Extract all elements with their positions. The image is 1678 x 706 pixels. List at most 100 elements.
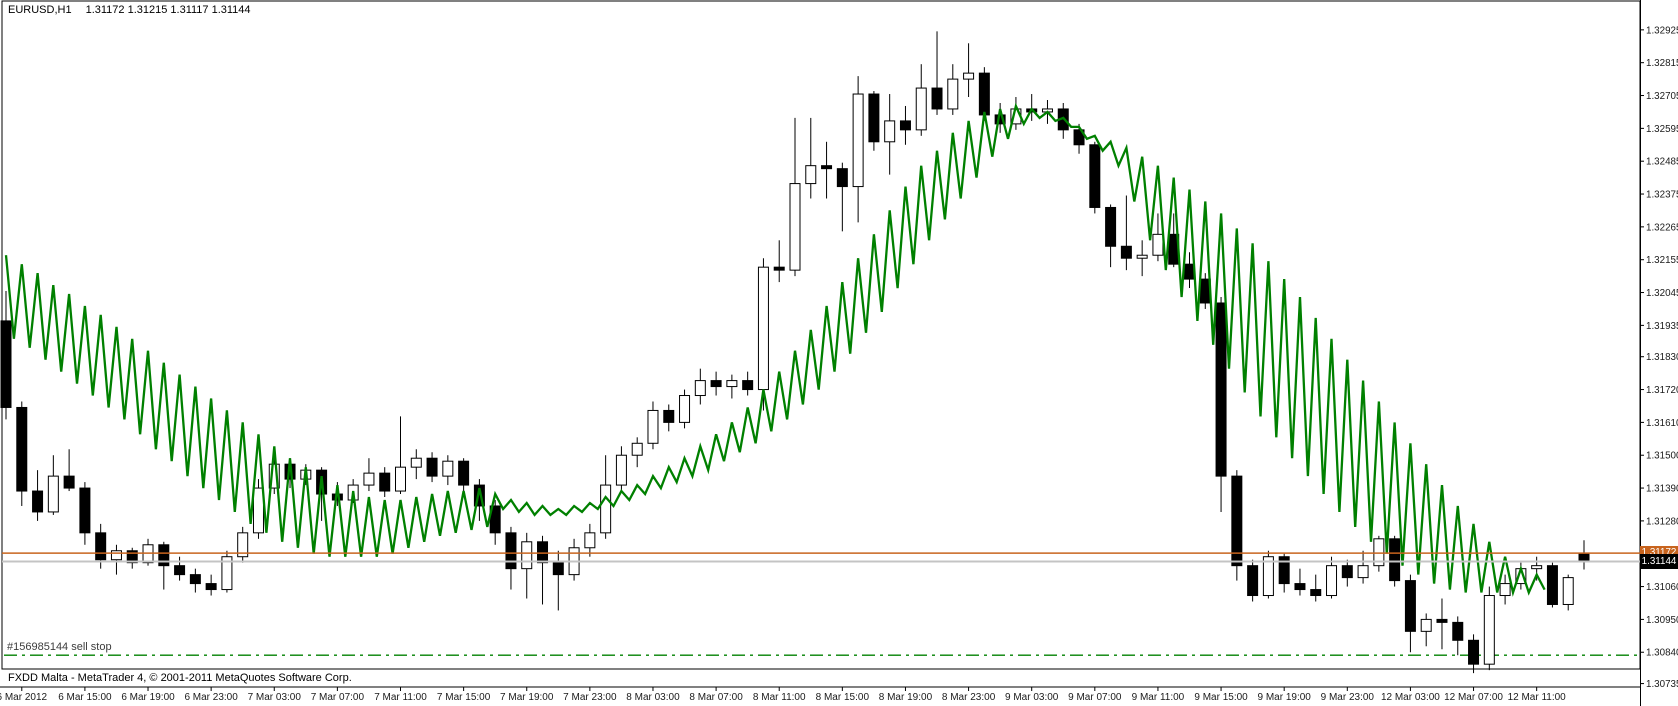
- time-axis-label[interactable]: 8 Mar 15:00: [816, 692, 870, 703]
- candle-body: [1452, 621, 1464, 641]
- time-axis-label[interactable]: 9 Mar 03:00: [1005, 692, 1059, 703]
- candle-body: [899, 120, 911, 131]
- price-axis-label[interactable]: 1.32265: [1646, 222, 1678, 233]
- time-axis-label[interactable]: 6 Mar 15:00: [58, 692, 112, 703]
- candle-body: [789, 183, 801, 271]
- candle-body: [47, 475, 59, 513]
- candle-body: [552, 562, 564, 576]
- time-axis-label[interactable]: 8 Mar 07:00: [689, 692, 743, 703]
- time-axis-label[interactable]: 12 Mar 07:00: [1444, 692, 1503, 703]
- candle-body: [158, 544, 170, 567]
- price-axis-label[interactable]: 1.30735: [1646, 679, 1678, 690]
- candle-body: [537, 541, 549, 564]
- price-axis-label[interactable]: 1.31830: [1646, 352, 1678, 363]
- price-axis-label[interactable]: 1.31935: [1646, 321, 1678, 332]
- candle-body: [615, 454, 627, 486]
- candle-body: [395, 466, 406, 492]
- candle-body: [1357, 565, 1369, 579]
- candle-body: [189, 574, 201, 585]
- candle-body: [1136, 254, 1148, 259]
- time-axis-label[interactable]: 8 Mar 11:00: [753, 692, 806, 703]
- candle-body: [805, 165, 817, 185]
- candle-body: [852, 93, 864, 188]
- time-axis-label[interactable]: 7 Mar 03:00: [248, 692, 302, 703]
- time-axis-label[interactable]: 9 Mar 19:00: [1257, 692, 1311, 703]
- candle-body: [679, 395, 691, 423]
- candle-body: [1310, 589, 1322, 597]
- candle-body: [726, 380, 738, 388]
- price-axis-label[interactable]: 1.32155: [1646, 255, 1678, 266]
- time-axis-label[interactable]: 7 Mar 11:00: [374, 692, 427, 703]
- candle-body: [1215, 302, 1227, 477]
- candle-body: [237, 532, 249, 558]
- candle-body: [1326, 565, 1338, 597]
- price-axis-label[interactable]: 1.32045: [1646, 288, 1678, 299]
- candle-body: [963, 72, 975, 80]
- price-axis-label[interactable]: 1.32595: [1646, 124, 1678, 135]
- time-axis-label[interactable]: 9 Mar 15:00: [1194, 692, 1248, 703]
- candle-body: [868, 93, 880, 143]
- candle-body: [442, 460, 454, 477]
- candle-body: [710, 380, 722, 388]
- candle-body: [1089, 144, 1101, 208]
- time-axis-label[interactable]: 6 Mar 23:00: [184, 692, 238, 703]
- price-axis-label[interactable]: 1.31060: [1646, 582, 1678, 593]
- candle-body: [1420, 618, 1432, 632]
- candle-body: [1247, 565, 1259, 597]
- time-axis-label[interactable]: 7 Mar 23:00: [563, 692, 617, 703]
- candle-body: [1483, 595, 1495, 665]
- candle-body: [95, 532, 107, 561]
- pending-order-label[interactable]: #156985144 sell stop: [7, 641, 116, 654]
- candle-body: [978, 72, 990, 116]
- time-axis-label[interactable]: 12 Mar 11:00: [1508, 692, 1567, 703]
- candle-body: [1373, 538, 1385, 567]
- candle-body: [1531, 565, 1543, 570]
- price-axis-label[interactable]: 1.31500: [1646, 451, 1678, 462]
- candle-body: [742, 380, 754, 391]
- time-axis-label[interactable]: 9 Mar 23:00: [1321, 692, 1375, 703]
- price-axis-label[interactable]: 1.32815: [1646, 58, 1678, 69]
- candle-body: [1105, 206, 1117, 247]
- time-axis-label[interactable]: 9 Mar 07:00: [1068, 692, 1122, 703]
- time-axis-label[interactable]: 12 Mar 03:00: [1381, 692, 1440, 703]
- candle-body: [16, 406, 28, 492]
- time-axis-label[interactable]: 8 Mar 03:00: [626, 692, 680, 703]
- time-axis-label[interactable]: 8 Mar 23:00: [942, 692, 996, 703]
- candle-body: [1341, 565, 1353, 579]
- price-axis-label[interactable]: 1.31610: [1646, 418, 1678, 429]
- price-axis-label[interactable]: 1.32375: [1646, 190, 1678, 201]
- candle-body: [363, 472, 375, 486]
- candle-body: [1562, 577, 1574, 605]
- time-axis-label[interactable]: 8 Mar 19:00: [879, 692, 933, 703]
- candle-body: [884, 120, 896, 143]
- time-axis-label[interactable]: 9 Mar 11:00: [1132, 692, 1185, 703]
- time-axis-label[interactable]: 6 Mar 19:00: [121, 692, 175, 703]
- time-axis-label[interactable]: 7 Mar 19:00: [500, 692, 554, 703]
- candle-body: [931, 87, 943, 110]
- time-axis-label[interactable]: 7 Mar 07:00: [311, 692, 365, 703]
- candle-body: [647, 409, 659, 444]
- price-axis-label[interactable]: 1.32705: [1646, 91, 1678, 102]
- time-axis-label[interactable]: 6 Mar 2012: [0, 692, 48, 703]
- candle-body: [757, 266, 769, 391]
- time-axis-label[interactable]: 7 Mar 15:00: [437, 692, 491, 703]
- price-axis-label[interactable]: 1.31390: [1646, 484, 1678, 495]
- price-axis-label[interactable]: 1.32925: [1646, 25, 1678, 36]
- candle-body: [473, 484, 485, 507]
- candle-body: [1262, 556, 1274, 597]
- candle-body: [600, 484, 612, 534]
- candle-body: [1073, 129, 1085, 146]
- candle-body: [694, 380, 706, 397]
- price-axis-label[interactable]: 1.30840: [1646, 648, 1678, 659]
- candle-body: [79, 487, 91, 534]
- price-axis-label[interactable]: 1.30950: [1646, 615, 1678, 626]
- candle-body: [1389, 538, 1401, 582]
- price-axis-label[interactable]: 1.32485: [1646, 157, 1678, 168]
- candle-body: [631, 442, 643, 456]
- price-axis-label[interactable]: 1.31720: [1646, 385, 1678, 396]
- candle-body: [1152, 233, 1164, 256]
- price-axis-label[interactable]: 1.31280: [1646, 516, 1678, 527]
- candle-body: [1546, 565, 1558, 605]
- candle-body: [426, 457, 438, 477]
